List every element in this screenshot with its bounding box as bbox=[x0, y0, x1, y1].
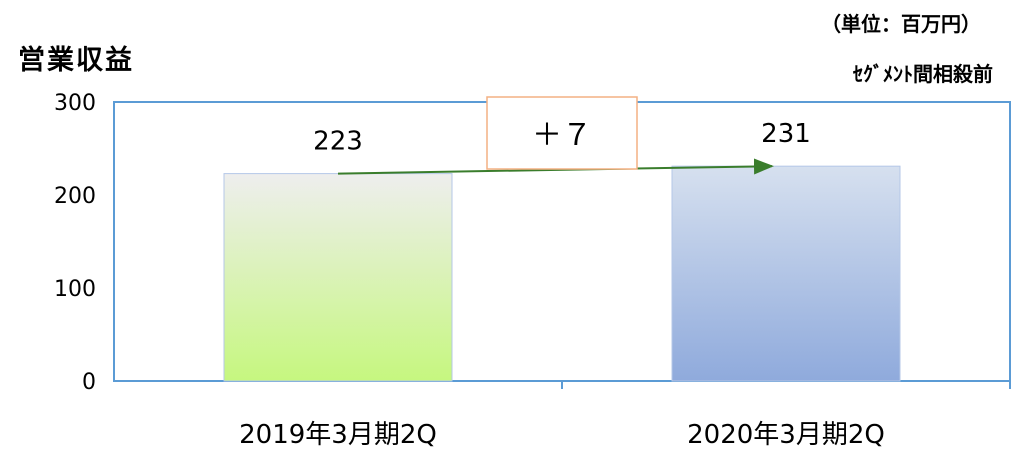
y-tick-label: 0 bbox=[82, 370, 96, 395]
y-tick-label: 300 bbox=[54, 91, 96, 116]
bar-series bbox=[223, 165, 901, 382]
chart-title: 営業収益 bbox=[18, 45, 134, 76]
y-tick-label: 100 bbox=[54, 277, 96, 302]
data-label: 231 bbox=[761, 119, 811, 149]
x-tick-label: 2020年3月期2Q bbox=[687, 420, 885, 450]
y-tick-label: 200 bbox=[54, 184, 96, 209]
difference-arrow bbox=[337, 158, 774, 175]
unit-label: （単位：百万円） bbox=[821, 12, 981, 36]
segment-note: ｾｸﾞﾒﾝﾄ間相殺前 bbox=[853, 62, 993, 86]
x-axis: 2019年3月期2Q 2020年3月期2Q bbox=[239, 381, 1011, 450]
data-labels: 223 231 bbox=[313, 119, 811, 156]
difference-annotation: ＋７ bbox=[532, 118, 592, 153]
difference-annotation-box bbox=[486, 96, 638, 170]
bar bbox=[223, 173, 453, 382]
bar bbox=[671, 165, 901, 382]
data-label: 223 bbox=[313, 127, 363, 157]
y-axis: 0 100 200 300 bbox=[54, 91, 96, 395]
x-tick-label: 2019年3月期2Q bbox=[239, 420, 437, 450]
